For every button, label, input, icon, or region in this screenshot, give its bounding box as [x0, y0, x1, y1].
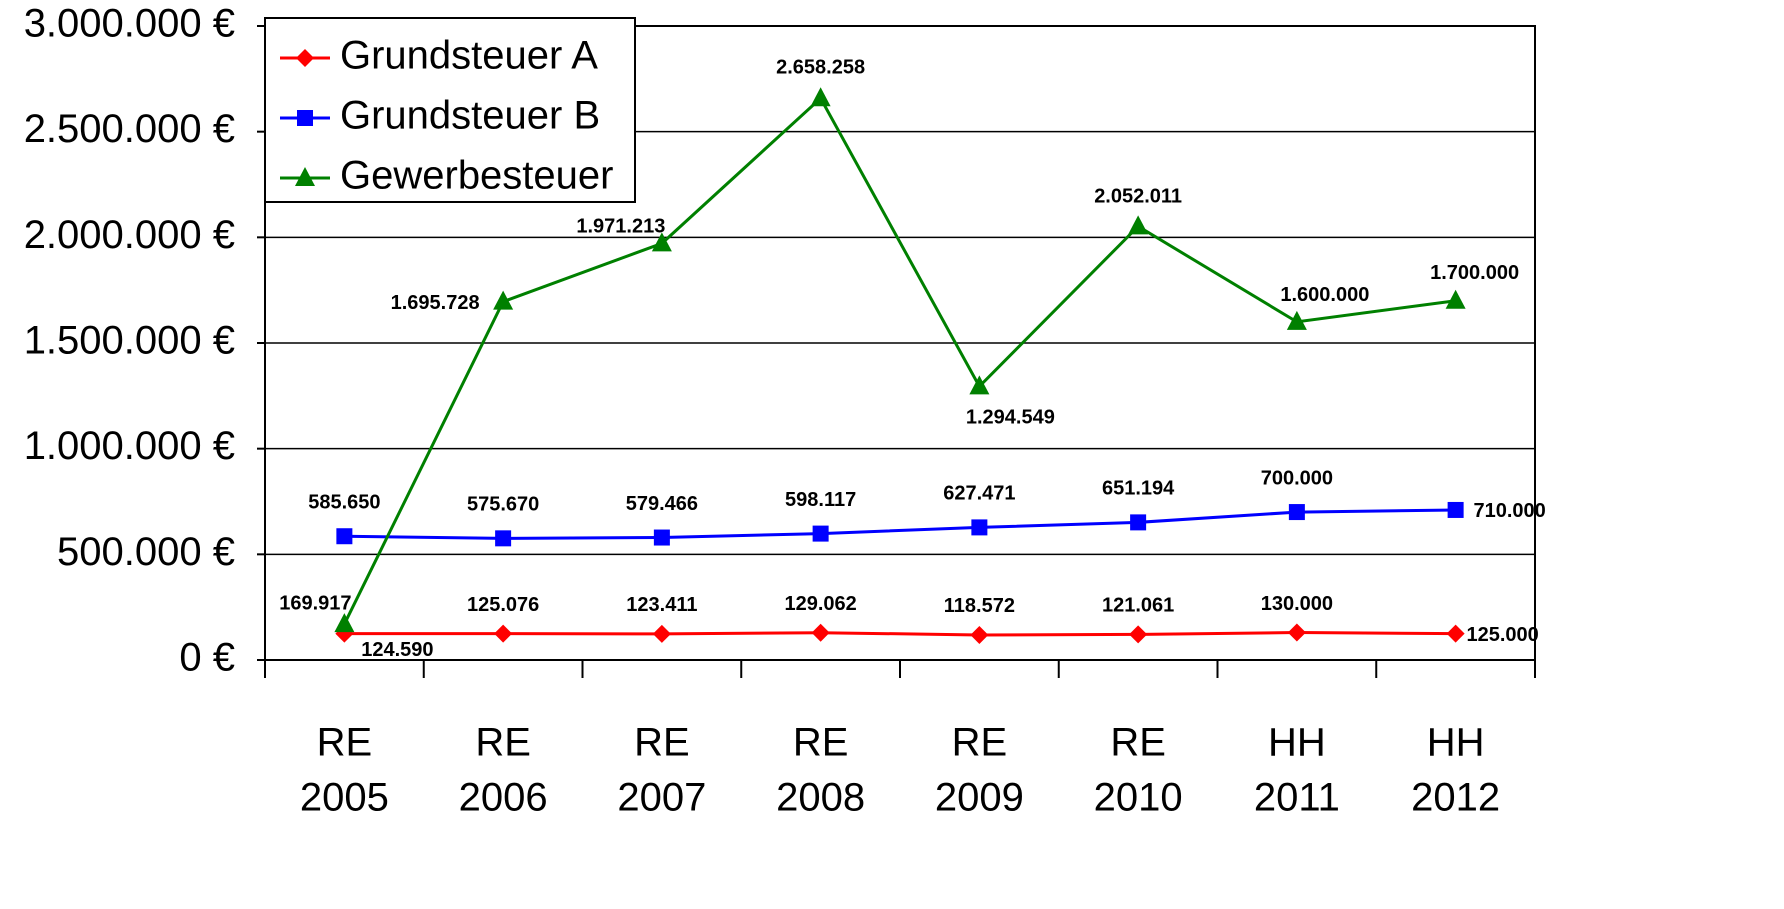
- marker: [296, 49, 314, 67]
- marker: [812, 525, 829, 542]
- marker: [969, 375, 990, 395]
- marker: [1128, 215, 1149, 235]
- series-line: [343, 95, 1456, 625]
- marker: [334, 613, 355, 633]
- x-tick-label: 2008: [776, 776, 865, 820]
- marker: [1288, 504, 1305, 521]
- value-label: 579.466: [626, 493, 698, 515]
- value-label: 129.062: [784, 593, 856, 615]
- marker: [297, 110, 313, 126]
- x-tick-label: 2010: [1094, 776, 1183, 820]
- value-label: 1.695.728: [391, 292, 480, 314]
- legend-label: Gewerbesteuer: [340, 154, 613, 198]
- value-label: 627.471: [943, 483, 1015, 505]
- marker: [810, 87, 831, 107]
- x-tick-label: 2012: [1411, 776, 1500, 820]
- value-label: 125.000: [1466, 624, 1538, 646]
- marker: [652, 624, 671, 643]
- value-label: 1.971.213: [576, 216, 665, 238]
- value-label: 1.600.000: [1280, 284, 1369, 306]
- x-tick-label: 2005: [300, 776, 389, 820]
- value-label: 118.572: [944, 595, 1015, 617]
- y-tick-label: 3.000.000 €: [24, 2, 235, 46]
- value-label: 598.117: [785, 489, 856, 511]
- marker: [1287, 623, 1306, 642]
- marker: [495, 530, 512, 547]
- y-tick-label: 2.500.000 €: [24, 107, 235, 151]
- value-label: 124.590: [361, 639, 433, 661]
- x-tick-label: RE: [634, 721, 690, 765]
- series-lines: [334, 87, 1466, 644]
- value-labels: 124.590 125.076 123.411 129.062 118.572 121.0…: [279, 57, 1546, 661]
- value-label: 651.194: [1102, 478, 1175, 500]
- value-label: 1.294.549: [966, 407, 1055, 429]
- y-tick-label: 1.000.000 €: [24, 424, 235, 468]
- y-tick-label: 0 €: [179, 636, 235, 680]
- marker: [653, 529, 670, 546]
- y-tick-label: 500.000 €: [57, 530, 235, 574]
- x-tick-label: RE: [1110, 721, 1166, 765]
- marker: [295, 167, 315, 186]
- series-line: [344, 631, 1456, 637]
- marker: [336, 528, 353, 545]
- marker: [1445, 289, 1466, 309]
- value-label: 2.052.011: [1094, 186, 1182, 208]
- legend: Grundsteuer A Grundsteuer B Gewerbesteuer: [264, 17, 636, 203]
- x-tick-label: RE: [475, 721, 531, 765]
- value-label: 1.700.000: [1430, 262, 1519, 284]
- marker: [1446, 624, 1465, 643]
- x-tick-label: HH: [1268, 721, 1326, 765]
- x-tick-label: RE: [952, 721, 1008, 765]
- value-label: 123.411: [626, 594, 697, 616]
- value-label: 125.076: [467, 594, 539, 616]
- legend-label: Grundsteuer A: [340, 34, 598, 78]
- value-label: 2.658.258: [776, 57, 865, 79]
- y-tick-label: 2.000.000 €: [24, 213, 235, 257]
- value-label: 121.061: [1102, 595, 1174, 617]
- x-tick-label: RE: [317, 721, 373, 765]
- marker: [494, 624, 513, 643]
- x-tick-label: RE: [793, 721, 849, 765]
- marker: [493, 290, 514, 310]
- series-line: [344, 508, 1456, 540]
- marker: [970, 625, 989, 644]
- legend-label: Grundsteuer B: [340, 94, 600, 138]
- value-label: 710.000: [1473, 500, 1545, 522]
- value-label: 575.670: [467, 494, 539, 516]
- legend-box: [264, 17, 636, 203]
- x-tick-label: HH: [1427, 721, 1485, 765]
- value-label: 130.000: [1261, 593, 1333, 615]
- axes: 0 € 500.000 € 1.000.000 € 1.500.000 € 2.000.…: [24, 2, 1536, 820]
- x-tick-label: 2011: [1254, 776, 1340, 820]
- value-label: 700.000: [1261, 467, 1333, 489]
- y-tick-label: 1.500.000 €: [24, 319, 235, 363]
- marker: [1130, 514, 1147, 531]
- x-tick-label: 2009: [935, 776, 1024, 820]
- value-label: 585.650: [308, 492, 380, 514]
- marker: [1129, 625, 1148, 644]
- marker: [651, 232, 672, 252]
- marker: [1447, 501, 1464, 518]
- x-tick-label: 2007: [617, 776, 706, 820]
- x-tick-label: 2006: [459, 776, 548, 820]
- value-label: 169.917: [279, 592, 351, 614]
- marker: [811, 623, 830, 642]
- marker: [971, 519, 988, 536]
- marker: [1286, 310, 1307, 330]
